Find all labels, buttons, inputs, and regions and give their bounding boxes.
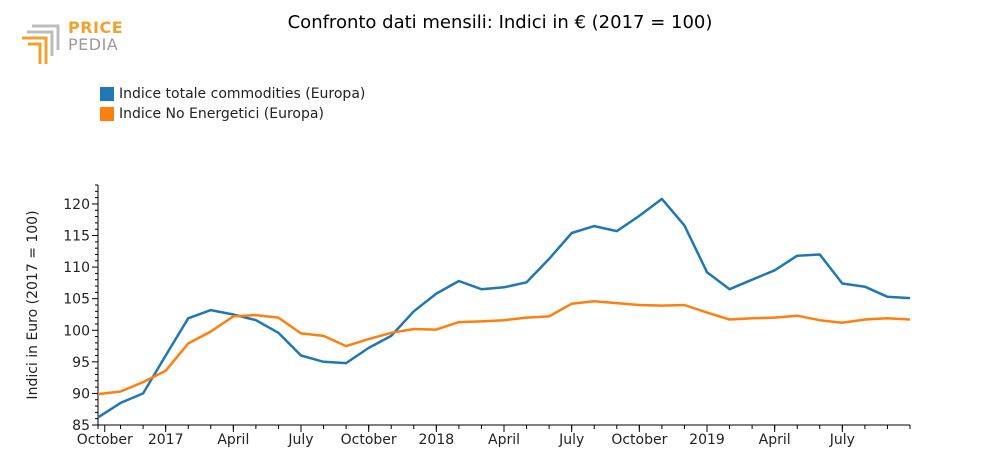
x-tick-label: July: [558, 432, 584, 448]
x-tick-label: July: [829, 432, 855, 448]
legend: Indice totale commodities (Europa) Indic…: [100, 84, 365, 124]
legend-swatch-total: [100, 87, 114, 101]
logo-text-pedia: PEDIA: [68, 35, 119, 54]
x-tick-label: 2018: [419, 432, 455, 448]
legend-swatch-non-energy: [100, 107, 114, 121]
logo-text-price: PRICE: [68, 18, 124, 37]
logo-text: PRICE PEDIA: [68, 19, 123, 53]
pricepedia-logo: [22, 24, 60, 64]
y-tick-label: 95: [72, 355, 90, 371]
x-tick-label: October: [341, 432, 397, 448]
y-tick-label: 105: [63, 292, 90, 308]
legend-label-total: Indice totale commodities (Europa): [119, 86, 366, 102]
chart-title: Confronto dati mensili: Indici in € (201…: [287, 12, 713, 33]
y-tick-label: 120: [63, 197, 90, 213]
legend-label-non-energy: Indice No Energetici (Europa): [119, 106, 324, 122]
y-tick-label: 100: [63, 323, 90, 339]
legend-item-non-energy[interactable]: Indice No Energetici (Europa): [100, 104, 365, 124]
legend-item-total[interactable]: Indice totale commodities (Europa): [100, 84, 365, 104]
x-tick-label: 2019: [689, 432, 725, 448]
x-tick-label: April: [759, 432, 791, 448]
x-tick-label: October: [611, 432, 667, 448]
y-tick-label: 110: [63, 260, 90, 276]
y-tick-label: 115: [63, 229, 90, 245]
y-axis-label: Indici in Euro (2017 = 100): [25, 210, 41, 399]
series-line-0: [97, 197, 911, 419]
series-line-1: [97, 299, 911, 396]
y-tick-label: 90: [72, 386, 90, 402]
x-tick-label: April: [217, 432, 249, 448]
x-tick-label: 2017: [148, 432, 184, 448]
x-tick-label: July: [287, 432, 313, 448]
x-tick-label: April: [488, 432, 520, 448]
y-tick-label: 85: [72, 418, 90, 434]
x-tick-label: October: [77, 432, 133, 448]
logo-mark-icon: [22, 24, 60, 64]
